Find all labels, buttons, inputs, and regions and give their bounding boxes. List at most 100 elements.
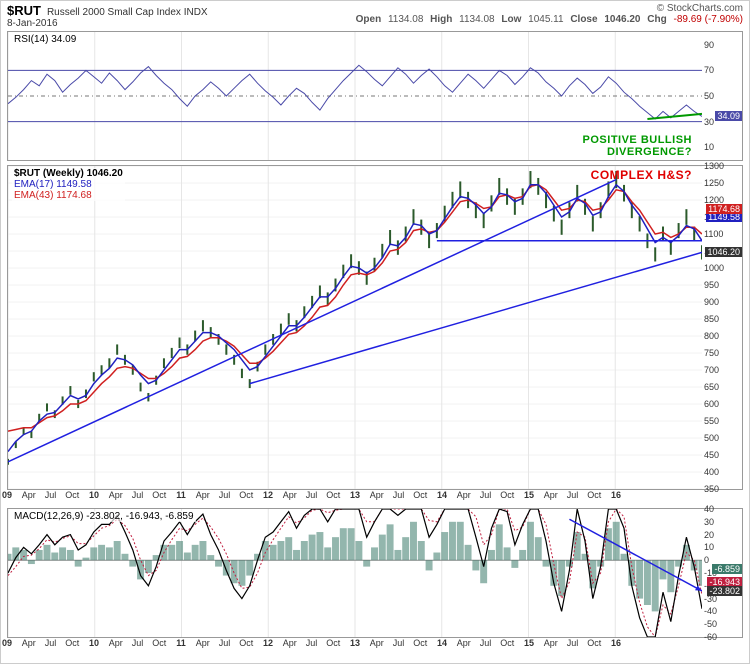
xaxis-month: Apr [370, 490, 384, 500]
xaxis-year: 15 [524, 490, 534, 500]
xaxis-month: Jul [480, 490, 492, 500]
price-ytick: 950 [704, 280, 719, 290]
xaxis-month: Apr [544, 638, 558, 648]
xaxis-year: 14 [437, 490, 447, 500]
xaxis-year: 09 [2, 638, 12, 648]
price-ytick: 750 [704, 348, 719, 358]
xaxis-month: Apr [109, 638, 123, 648]
xaxis-month: Oct [587, 638, 601, 648]
price-ytick: 1300 [704, 161, 724, 171]
xaxis-year: 12 [263, 490, 273, 500]
xaxis-month: Oct [413, 490, 427, 500]
xaxis-month: Jul [132, 490, 144, 500]
macd-yaxis: -60-50-40-30-20-10010203040-6.859-16.943… [702, 509, 742, 637]
low-val: 1045.11 [528, 14, 563, 25]
price-annotation: COMPLEX H&S? [591, 168, 692, 182]
xaxis-month: Oct [500, 490, 514, 500]
xaxis-month: Oct [239, 638, 253, 648]
xaxis-month: Oct [500, 638, 514, 648]
open-val: 1134.08 [388, 14, 423, 25]
price-ytick: 450 [704, 450, 719, 460]
xaxis-month: Apr [457, 490, 471, 500]
ema17-label: EMA(17) 1149.58 [14, 179, 123, 190]
rsi-ytick: 50 [704, 91, 714, 101]
rsi-annotation: POSITIVE BULLISHDIVERGENCE? [583, 134, 692, 158]
price-ytick: 1250 [704, 178, 724, 188]
price-ytick: 900 [704, 297, 719, 307]
header-left: $RUT Russell 2000 Small Cap Index INDX 8… [7, 3, 208, 29]
macd-value-tag: -23.802 [707, 586, 742, 596]
price-ytick: 600 [704, 399, 719, 409]
xaxis-middle: 09AprJulOct10AprJulOct11AprJulOct12AprJu… [7, 490, 703, 504]
macd-ytick: 20 [704, 530, 714, 540]
xaxis-month: Apr [544, 490, 558, 500]
price-labels: $RUT (Weekly) 1046.20 EMA(17) 1149.58 EM… [12, 168, 125, 201]
rsi-ytick: 70 [704, 65, 714, 75]
xaxis-month: Jul [567, 490, 579, 500]
ticker-desc: Russell 2000 Small Cap Index INDX [47, 7, 208, 18]
xaxis-month: Apr [283, 638, 297, 648]
source-link[interactable]: © StockCharts.com [352, 3, 743, 14]
ema43-label: EMA(43) 1174.68 [14, 190, 123, 201]
chart-date: 8-Jan-2016 [7, 18, 208, 29]
xaxis-month: Apr [22, 490, 36, 500]
header-right: © StockCharts.com Open 1134.08 High 1134… [352, 3, 743, 25]
price-panel: $RUT (Weekly) 1046.20 EMA(17) 1149.58 EM… [7, 165, 743, 490]
xaxis-month: Oct [413, 638, 427, 648]
rsi-ytick: 90 [704, 40, 714, 50]
xaxis-year: 11 [176, 638, 186, 648]
macd-ytick: -60 [704, 632, 717, 642]
xaxis-year: 10 [89, 490, 99, 500]
close-lbl: Close [570, 14, 597, 25]
price-ytick: 800 [704, 331, 719, 341]
xaxis-month: Apr [196, 638, 210, 648]
macd-ytick: 0 [704, 555, 709, 565]
open-lbl: Open [356, 14, 382, 25]
xaxis-month: Oct [587, 490, 601, 500]
xaxis-year: 12 [263, 638, 273, 648]
rsi-label: RSI(14) 34.09 [12, 34, 78, 45]
xaxis-month: Oct [152, 638, 166, 648]
ticker-line: $RUT Russell 2000 Small Cap Index INDX [7, 3, 208, 18]
xaxis-month: Oct [152, 490, 166, 500]
price-value-tag: 1174.68 [706, 204, 742, 214]
xaxis-month: Jul [306, 638, 318, 648]
rsi-ytick: 30 [704, 117, 714, 127]
macd-ytick: 10 [704, 542, 714, 552]
price-value-tag: 1149.58 [706, 212, 742, 222]
xaxis-month: Jul [393, 490, 405, 500]
ohlc-row: Open 1134.08 High 1134.08 Low 1045.11 Cl… [352, 14, 743, 25]
xaxis-month: Jul [219, 490, 231, 500]
macd-label: MACD(12,26,9) -23.802, -16.943, -6.859 [12, 511, 196, 522]
xaxis-month: Apr [457, 638, 471, 648]
xaxis-month: Oct [239, 490, 253, 500]
macd-panel: MACD(12,26,9) -23.802, -16.943, -6.859 -… [7, 508, 743, 638]
price-ytick: 400 [704, 467, 719, 477]
xaxis-month: Jul [567, 638, 579, 648]
ticker-symbol: $RUT [7, 3, 41, 18]
xaxis-year: 10 [89, 638, 99, 648]
xaxis-month: Jul [45, 638, 57, 648]
xaxis-month: Jul [393, 638, 405, 648]
price-ytick: 700 [704, 365, 719, 375]
xaxis-month: Jul [480, 638, 492, 648]
price-ytick: 1100 [704, 229, 723, 239]
xaxis-month: Apr [196, 490, 210, 500]
macd-ytick: -50 [704, 619, 717, 629]
price-value-tag: 1046.20 [705, 247, 742, 257]
xaxis-month: Jul [132, 638, 144, 648]
low-lbl: Low [501, 14, 521, 25]
xaxis-year: 11 [176, 490, 186, 500]
high-val: 1134.08 [459, 14, 494, 25]
price-ytick: 350 [704, 484, 719, 494]
price-ytick: 550 [704, 416, 719, 426]
rsi-value-tag: 34.09 [715, 111, 742, 121]
xaxis-month: Apr [283, 490, 297, 500]
macd-ytick: 40 [704, 504, 714, 514]
xaxis-year: 13 [350, 490, 360, 500]
chart-header: $RUT Russell 2000 Small Cap Index INDX 8… [1, 1, 749, 29]
xaxis-year: 15 [524, 638, 534, 648]
xaxis-month: Apr [22, 638, 36, 648]
xaxis-year: 16 [611, 638, 621, 648]
macd-plot [8, 509, 702, 637]
